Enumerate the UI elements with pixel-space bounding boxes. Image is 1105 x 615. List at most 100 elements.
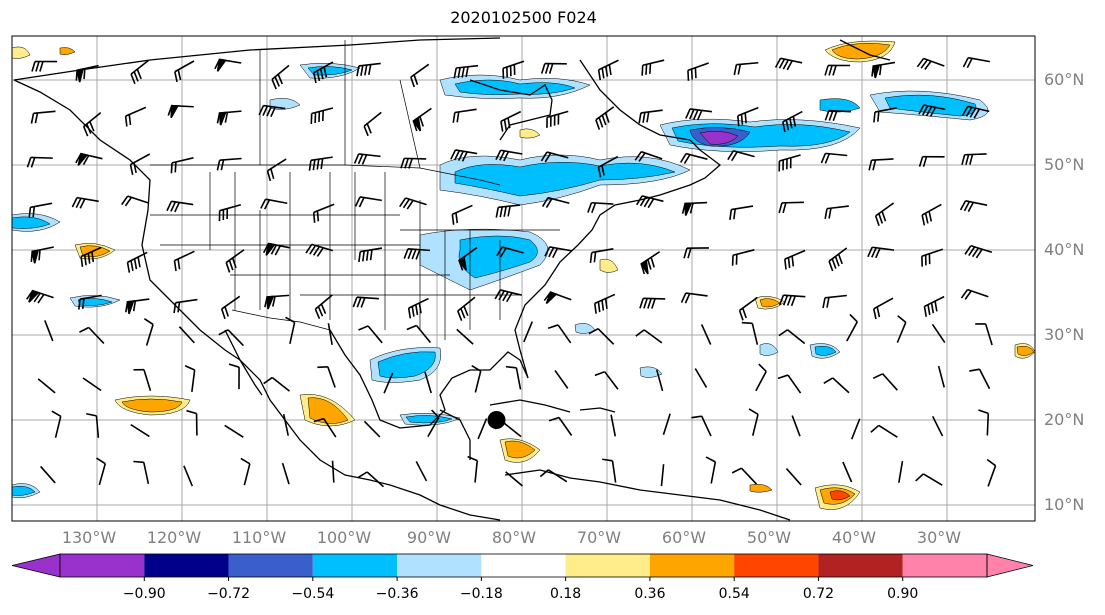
wind-barb	[729, 205, 754, 221]
coastline-hudson	[469, 79, 553, 141]
wind-barb	[312, 203, 335, 223]
wind-barb	[867, 246, 895, 259]
state-line-2	[150, 214, 560, 296]
wind-barb	[824, 64, 851, 76]
wind-barb	[641, 59, 665, 76]
wind-barb	[546, 110, 569, 128]
lon-label: 90°W	[406, 528, 452, 547]
wind-barb	[969, 368, 991, 390]
contour-fill	[405, 415, 453, 424]
colorbar-swatch	[734, 554, 819, 577]
colorbar-tick-label: 0.36	[634, 586, 666, 602]
wind-barb	[143, 318, 154, 346]
lat-label: 40°N	[1044, 240, 1085, 259]
wind-barb	[456, 328, 474, 345]
wind-barb	[782, 110, 803, 133]
contour-fill	[599, 258, 619, 273]
wind-barb	[959, 200, 988, 212]
wind-barb	[352, 296, 379, 308]
lon-label: 40°W	[831, 528, 877, 547]
contour-fill	[11, 216, 51, 229]
wind-barb	[82, 111, 102, 137]
wind-barb	[80, 246, 102, 267]
wind-barb	[353, 153, 381, 165]
wind-barb	[778, 201, 804, 214]
wind-barbs	[26, 56, 997, 488]
contour-fill	[504, 440, 536, 459]
wind-barb	[82, 377, 102, 392]
wind-barb	[937, 365, 946, 388]
wind-barb	[505, 365, 522, 390]
wind-barb	[354, 196, 382, 208]
lat-label: 30°N	[1044, 325, 1085, 344]
wind-barb	[554, 369, 569, 389]
wind-barb	[777, 374, 802, 394]
wind-barb	[310, 107, 334, 124]
coastline-arctic	[13, 37, 501, 81]
wind-barb	[594, 370, 619, 390]
wind-barb	[477, 418, 488, 440]
wind-barb	[916, 57, 945, 71]
wind-barb	[314, 294, 333, 320]
wind-barb	[896, 315, 907, 343]
wind-barb	[407, 297, 429, 319]
wind-barb	[225, 249, 245, 273]
wind-barb	[184, 365, 196, 392]
coastline-sa	[504, 469, 791, 521]
wind-barb	[931, 323, 946, 344]
lat-label: 50°N	[1044, 155, 1085, 174]
wind-barb	[178, 326, 195, 344]
colorbar-swatch	[565, 554, 650, 577]
colorbar-tick-label: 0.72	[802, 586, 835, 602]
wind-barb	[778, 329, 806, 345]
wind-barb	[602, 458, 617, 483]
wind-barb	[166, 200, 194, 213]
wind-barb	[662, 413, 671, 435]
wind-barb	[75, 64, 99, 83]
wind-barb	[638, 109, 663, 124]
coastline-greenland	[839, 39, 891, 61]
wind-barb	[738, 296, 758, 321]
colorbar-tick-label: −0.36	[375, 586, 419, 602]
colorbar-swatch	[144, 554, 229, 577]
contour-fill	[454, 162, 676, 197]
wind-barb	[871, 61, 896, 79]
wind-barb	[679, 152, 708, 164]
wind-barb	[846, 313, 858, 342]
colorbar-swatch	[228, 554, 313, 577]
wind-barb	[220, 295, 241, 320]
wind-barb	[680, 292, 708, 304]
wind-barb	[547, 324, 572, 344]
map-frame	[11, 35, 1036, 522]
wind-barb	[262, 242, 291, 256]
wind-barb	[640, 251, 661, 275]
wind-barb	[406, 324, 432, 344]
wind-barb	[823, 377, 850, 394]
contour-fill	[11, 485, 36, 496]
contour-fill	[749, 483, 773, 493]
wind-barb	[748, 408, 759, 436]
colorbar-tick-label: −0.90	[122, 586, 166, 602]
wind-barb	[778, 294, 806, 307]
wind-barb	[126, 251, 148, 273]
wind-barb	[266, 158, 287, 182]
wind-barb	[271, 64, 290, 90]
map-title: 2020102500 F024	[450, 8, 597, 27]
contour-fill	[269, 98, 301, 110]
wind-barb	[705, 456, 717, 484]
wind-barb	[731, 467, 758, 485]
coastline-cuba	[489, 399, 571, 413]
wind-barb	[458, 246, 478, 271]
lon-label: 130°W	[61, 528, 117, 547]
lat-label: 20°N	[1044, 410, 1085, 429]
wind-barb	[383, 372, 394, 394]
wind-barb	[505, 471, 524, 487]
wind-barb	[26, 156, 53, 168]
wind-barb	[452, 108, 477, 123]
wind-barb	[660, 464, 665, 487]
wind-barb	[28, 202, 53, 218]
wind-barb	[224, 424, 244, 438]
wind-barb	[26, 289, 54, 304]
contour-fills	[11, 40, 1036, 510]
wind-barb	[77, 294, 102, 310]
